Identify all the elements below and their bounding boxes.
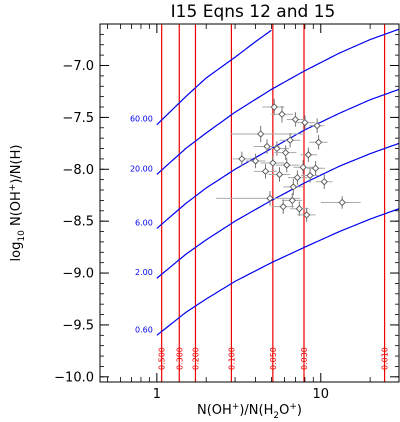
data-point-26	[271, 199, 295, 214]
plot-contents: 0.60 2.00 6.00 20.00 60.00 0.500 0.300 0.200 0.1…	[130, 24, 399, 382]
data-point-19	[268, 167, 291, 182]
curve-label-1: 2.00	[135, 268, 153, 277]
point-marker	[313, 122, 321, 130]
curve-4	[156, 29, 272, 126]
y-tick-label-2: −8.0	[62, 163, 94, 178]
data-point-28	[290, 201, 309, 216]
curve-label-3: 20.00	[130, 164, 153, 173]
point-marker	[266, 194, 274, 202]
data-point-27	[320, 196, 361, 209]
data-point-14	[260, 155, 285, 171]
data-point-20	[301, 168, 320, 183]
y-tick-label-5: −9.5	[62, 318, 94, 333]
point-marker	[314, 138, 323, 146]
vline-label-2: 0.200	[191, 347, 200, 370]
point-marker	[257, 130, 265, 138]
x-tick-label-1: 10	[313, 387, 330, 402]
plot-frame	[99, 23, 400, 383]
data-point-24	[216, 191, 301, 206]
point-marker	[293, 173, 302, 182]
axes: −7.0 −7.5 −8.0 −8.5 −9.0 −9.5 −10.0 1 10	[54, 23, 400, 402]
y-tick-label-4: −9.0	[62, 267, 94, 282]
curve-3	[156, 28, 399, 175]
curve-label-2: 6.00	[135, 218, 153, 227]
data-point-12	[232, 151, 252, 167]
point-marker	[320, 178, 328, 186]
vline-label-4: 0.050	[269, 347, 278, 370]
point-marker	[304, 151, 313, 159]
point-marker	[286, 136, 294, 144]
point-marker	[279, 202, 287, 211]
data-point-0	[262, 98, 285, 116]
data-point-22	[315, 174, 333, 189]
point-marker	[238, 155, 246, 163]
chart-title: I15 Eqns 12 and 15	[171, 2, 336, 22]
curve-1	[156, 142, 399, 279]
y-tick-label-1: −7.5	[62, 111, 94, 126]
point-marker	[251, 157, 260, 165]
data-point-8	[253, 139, 280, 154]
x-tick-label-0: 1	[153, 387, 161, 402]
vline-label-0: 0.500	[158, 347, 167, 370]
y-tick-label-6: −10.0	[54, 370, 94, 385]
vline-label-1: 0.300	[175, 347, 184, 370]
point-marker	[283, 161, 291, 169]
x-axis-label: N(OH+)/N(H2O+)	[197, 402, 302, 421]
plot-area	[156, 24, 399, 382]
data-point-15	[275, 157, 300, 173]
point-marker	[273, 144, 281, 153]
data-point-13	[246, 153, 266, 169]
point-marker	[275, 170, 284, 179]
vline-label-5: 0.030	[300, 347, 309, 370]
point-marker	[295, 205, 303, 213]
point-marker	[299, 163, 307, 171]
y-tick-label-0: −7.0	[62, 59, 94, 74]
point-marker	[269, 159, 277, 167]
y-axis-label: log10 N(OH+)/N(H)	[8, 145, 27, 262]
data-point-1	[271, 105, 294, 123]
y-tick-label-3: −8.5	[62, 215, 94, 230]
point-marker	[311, 164, 320, 172]
data-point-4	[309, 118, 325, 133]
curve-0	[156, 208, 399, 336]
data-point-7	[309, 135, 328, 150]
point-marker	[338, 198, 346, 207]
point-marker	[278, 110, 286, 118]
point-marker	[289, 183, 297, 191]
point-marker	[270, 103, 278, 111]
data-point-11	[300, 147, 318, 163]
point-marker	[303, 211, 311, 219]
point-marker	[261, 167, 270, 175]
data-point-10	[274, 145, 297, 160]
vline-label-3: 0.100	[227, 347, 236, 370]
data-point-6	[279, 132, 301, 148]
data-point-18	[253, 164, 277, 179]
data-point-23	[283, 178, 304, 196]
vline-label-6: 0.010	[381, 347, 390, 370]
curve-label-4: 60.00	[130, 115, 153, 124]
data-point-29	[297, 207, 316, 223]
data-point-25	[282, 193, 303, 208]
point-marker	[281, 149, 290, 157]
point-marker	[288, 196, 296, 205]
data-point-16	[293, 159, 314, 175]
point-marker	[263, 142, 271, 151]
data-point-5	[230, 125, 305, 143]
data-point-3	[295, 115, 315, 130]
data-point-21	[287, 170, 308, 185]
data-point-9	[265, 141, 290, 156]
point-marker	[306, 171, 314, 180]
point-marker	[301, 118, 309, 127]
curve-2	[156, 88, 399, 229]
curve-label-0: 0.60	[135, 325, 153, 334]
point-marker	[291, 115, 300, 124]
data-point-2	[286, 112, 305, 127]
